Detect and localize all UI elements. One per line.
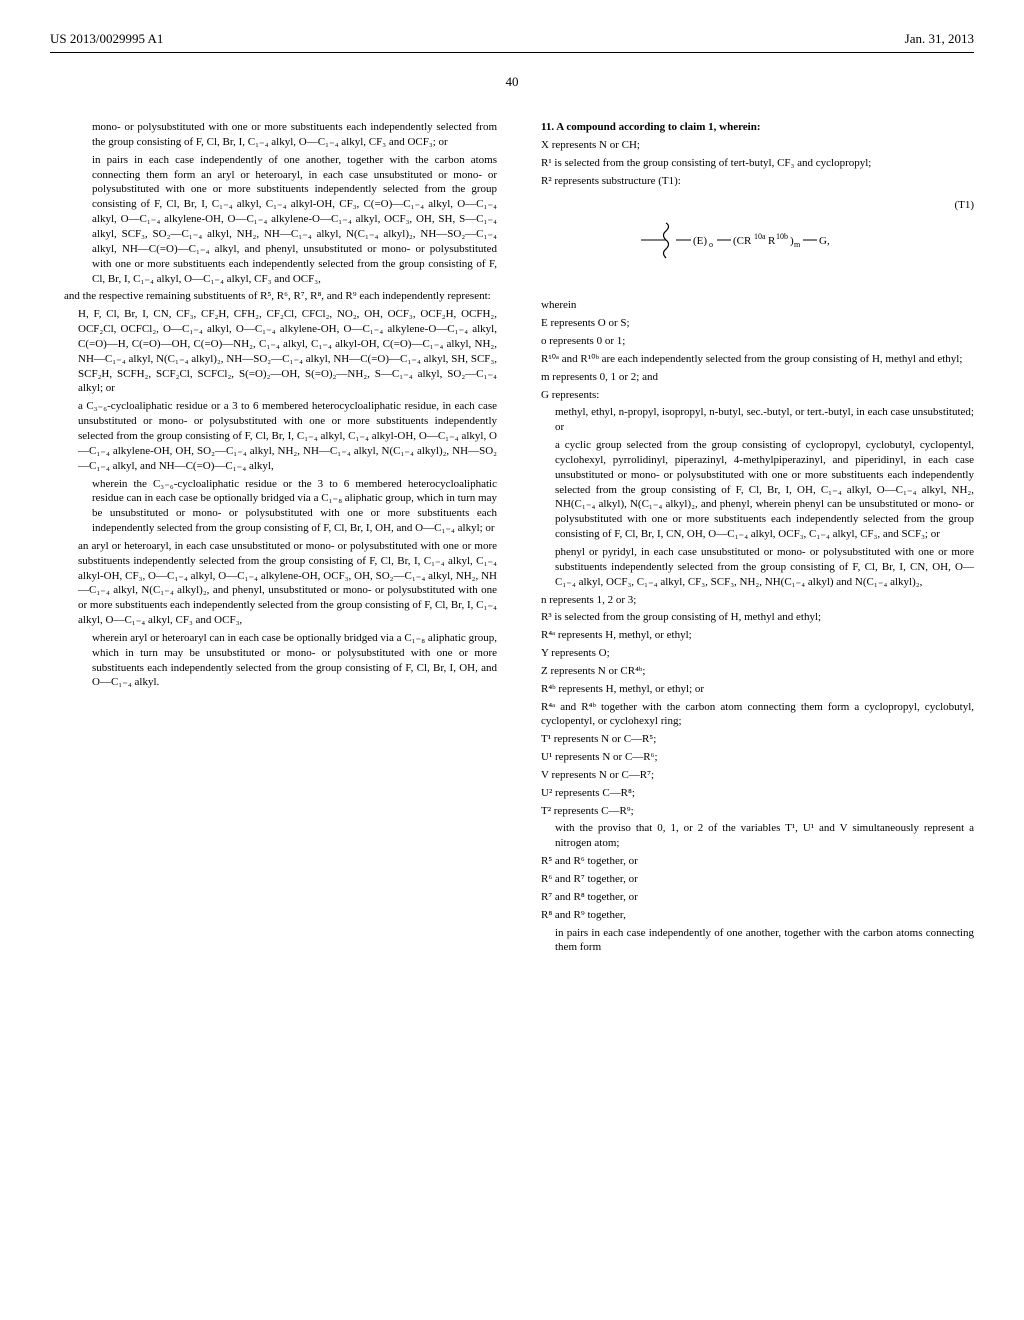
para: E represents O or S; xyxy=(527,316,974,331)
para: U² represents C—R⁸; xyxy=(527,786,974,801)
para: G represents: xyxy=(527,388,974,403)
para: R¹ is selected from the group consisting… xyxy=(527,156,974,171)
para: mono- or polysubstituted with one or mor… xyxy=(50,120,497,150)
svg-text:m: m xyxy=(794,240,801,249)
svg-text:o: o xyxy=(709,240,713,249)
left-column: mono- or polysubstituted with one or mor… xyxy=(50,120,497,958)
para: R³ is selected from the group consisting… xyxy=(527,610,974,625)
para: R⁵ and R⁶ together, or xyxy=(527,854,974,869)
svg-text:R: R xyxy=(768,235,776,247)
claim-heading: 11. A compound according to claim 1, whe… xyxy=(527,120,974,135)
para: an aryl or heteroaryl, in each case unsu… xyxy=(50,539,497,628)
para: a C₃₋₆-cycloaliphatic residue or a 3 to … xyxy=(50,399,497,473)
para: o represents 0 or 1; xyxy=(527,334,974,349)
para: R⁴ᵃ represents H, methyl, or ethyl; xyxy=(527,628,974,643)
para: n represents 1, 2 or 3; xyxy=(527,593,974,608)
svg-text:10b: 10b xyxy=(776,232,788,241)
para: R⁷ and R⁸ together, or xyxy=(527,890,974,905)
para: R⁸ and R⁹ together, xyxy=(527,908,974,923)
para: Z represents N or CR⁴ᵇ; xyxy=(527,664,974,679)
para: wherein the C₃₋₆-cycloaliphatic residue … xyxy=(50,477,497,536)
para: R⁶ and R⁷ together, or xyxy=(527,872,974,887)
para: U¹ represents N or C—R⁶; xyxy=(527,750,974,765)
para: X represents N or CH; xyxy=(527,138,974,153)
para: R² represents substructure (T1): xyxy=(527,174,974,189)
formula-label: (T1) xyxy=(954,198,974,213)
para: in pairs in each case independently of o… xyxy=(50,153,497,287)
svg-text:G,: G, xyxy=(819,235,830,247)
para: wherein aryl or heteroaryl can in each c… xyxy=(50,631,497,690)
publication-number: US 2013/0029995 A1 xyxy=(50,30,163,48)
svg-text:10a: 10a xyxy=(754,232,766,241)
para: m represents 0, 1 or 2; and xyxy=(527,370,974,385)
page-header: US 2013/0029995 A1 Jan. 31, 2013 xyxy=(50,30,974,53)
page-number: 40 xyxy=(50,73,974,91)
para: and the respective remaining substituent… xyxy=(50,289,497,304)
para: H, F, Cl, Br, I, CN, CF₃, CF₂H, CFH₂, CF… xyxy=(50,307,497,396)
formula-svg: (E) o (CR 10a R 10b ) m G, xyxy=(611,213,891,268)
para: V represents N or C—R⁷; xyxy=(527,768,974,783)
publication-date: Jan. 31, 2013 xyxy=(905,30,974,48)
para: T² represents C—R⁹; xyxy=(527,804,974,819)
right-column: 11. A compound according to claim 1, whe… xyxy=(527,120,974,958)
para: in pairs in each case independently of o… xyxy=(527,926,974,956)
para: with the proviso that 0, 1, or 2 of the … xyxy=(527,821,974,851)
wherein: wherein xyxy=(527,298,974,313)
para: R¹⁰ᵃ and R¹⁰ᵇ are each independently sel… xyxy=(527,352,974,367)
svg-text:(CR: (CR xyxy=(733,235,752,247)
chemical-formula: (T1) (E) o (CR 10a R 10b ) m G, xyxy=(527,213,974,273)
para: a cyclic group selected from the group c… xyxy=(527,438,974,542)
para: phenyl or pyridyl, in each case unsubsti… xyxy=(527,545,974,590)
para: R⁴ᵃ and R⁴ᵇ together with the carbon ato… xyxy=(527,700,974,730)
para: Y represents O; xyxy=(527,646,974,661)
content-columns: mono- or polysubstituted with one or mor… xyxy=(50,120,974,958)
para: methyl, ethyl, n-propyl, isopropyl, n-bu… xyxy=(527,405,974,435)
para: R⁴ᵇ represents H, methyl, or ethyl; or xyxy=(527,682,974,697)
para: T¹ represents N or C—R⁵; xyxy=(527,732,974,747)
svg-text:(E): (E) xyxy=(693,235,707,247)
